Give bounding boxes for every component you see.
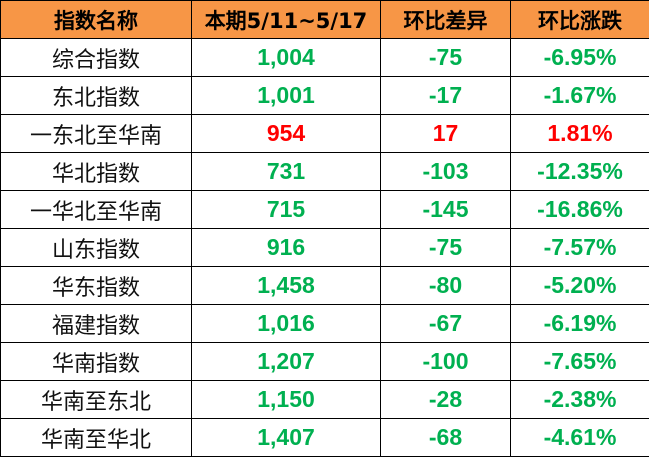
- row-diff: -103: [380, 152, 511, 191]
- row-diff: -17: [380, 76, 511, 115]
- row-pct: -4.61%: [510, 418, 649, 457]
- row-current: 1,001: [191, 76, 381, 115]
- row-name: 华南至东北: [0, 380, 192, 419]
- row-pct: -1.67%: [510, 76, 649, 115]
- row-current: 1,004: [191, 38, 381, 77]
- row-name: 山东指数: [0, 228, 192, 267]
- row-diff: -68: [380, 418, 511, 457]
- row-current: 1,407: [191, 418, 381, 457]
- table-row: 一东北至华南 954 17 1.81%: [0, 114, 649, 153]
- row-pct: -6.19%: [510, 304, 649, 343]
- row-diff: -80: [380, 266, 511, 305]
- row-pct: -2.38%: [510, 380, 649, 419]
- row-pct: -5.20%: [510, 266, 649, 305]
- row-pct: -6.95%: [510, 38, 649, 77]
- row-current: 1,207: [191, 342, 381, 381]
- row-name: 华北指数: [0, 152, 192, 191]
- row-current: 1,150: [191, 380, 381, 419]
- table-row: 山东指数 916 -75 -7.57%: [0, 228, 649, 267]
- row-pct: 1.81%: [510, 114, 649, 153]
- row-current: 1,016: [191, 304, 381, 343]
- table-row: 一华北至华南 715 -145 -16.86%: [0, 190, 649, 229]
- header-row: 指数名称 本期5/11~5/17 环比差异 环比涨跌: [0, 0, 649, 39]
- table-row: 福建指数 1,016 -67 -6.19%: [0, 304, 649, 343]
- row-name: 一华北至华南: [0, 190, 192, 229]
- row-pct: -7.65%: [510, 342, 649, 381]
- row-name: 华南至华北: [0, 418, 192, 457]
- table-row: 华东指数 1,458 -80 -5.20%: [0, 266, 649, 305]
- row-diff: -75: [380, 228, 511, 267]
- header-current: 本期5/11~5/17: [191, 0, 381, 39]
- table-row: 东北指数 1,001 -17 -1.67%: [0, 76, 649, 115]
- row-pct: -16.86%: [510, 190, 649, 229]
- row-name: 东北指数: [0, 76, 192, 115]
- header-name: 指数名称: [0, 0, 192, 39]
- row-diff: 17: [380, 114, 511, 153]
- row-current: 916: [191, 228, 381, 267]
- table-row: 综合指数 1,004 -75 -6.95%: [0, 38, 649, 77]
- row-pct: -12.35%: [510, 152, 649, 191]
- row-diff: -28: [380, 380, 511, 419]
- row-diff: -67: [380, 304, 511, 343]
- header-pct: 环比涨跌: [510, 0, 649, 39]
- row-current: 715: [191, 190, 381, 229]
- table-row: 华南指数 1,207 -100 -7.65%: [0, 342, 649, 381]
- header-diff: 环比差异: [380, 0, 511, 39]
- row-current: 731: [191, 152, 381, 191]
- row-current: 1,458: [191, 266, 381, 305]
- table-row: 华南至东北 1,150 -28 -2.38%: [0, 380, 649, 419]
- row-name: 华南指数: [0, 342, 192, 381]
- row-diff: -75: [380, 38, 511, 77]
- row-diff: -100: [380, 342, 511, 381]
- row-name: 福建指数: [0, 304, 192, 343]
- row-diff: -145: [380, 190, 511, 229]
- row-name: 华东指数: [0, 266, 192, 305]
- row-current: 954: [191, 114, 381, 153]
- row-pct: -7.57%: [510, 228, 649, 267]
- row-name: 一东北至华南: [0, 114, 192, 153]
- table-row: 华北指数 731 -103 -12.35%: [0, 152, 649, 191]
- table-row: 华南至华北 1,407 -68 -4.61%: [0, 418, 649, 457]
- row-name: 综合指数: [0, 38, 192, 77]
